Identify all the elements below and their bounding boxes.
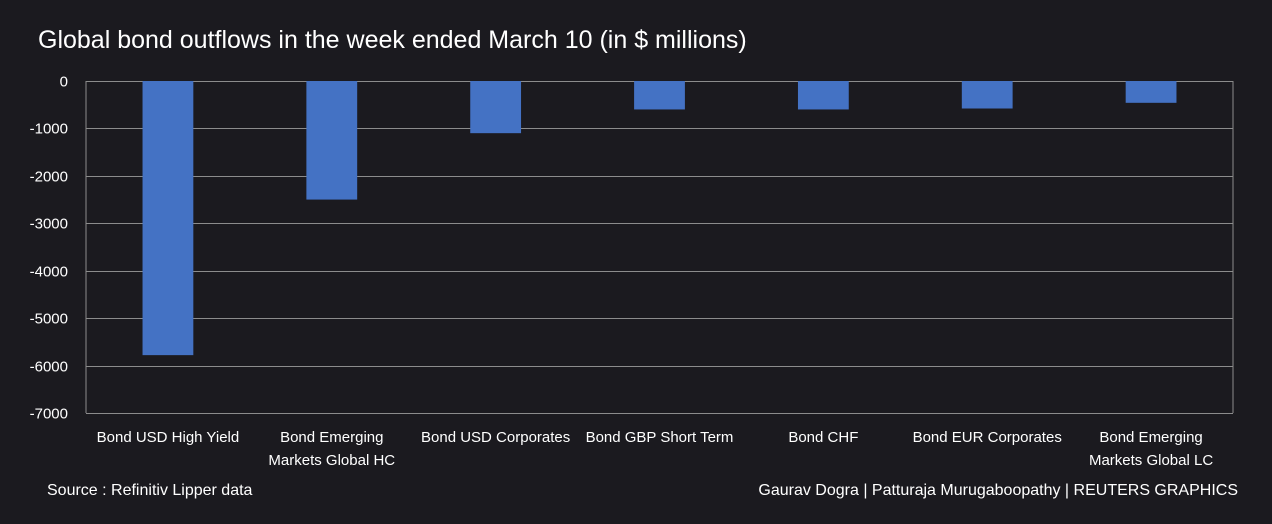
x-axis-categories: Bond USD High Yield Bond Emerging Markets …: [97, 429, 1214, 469]
bar: [634, 81, 685, 110]
x-category-label: Bond CHF: [788, 429, 858, 446]
y-tick-label: -1000: [30, 121, 68, 138]
bar: [797, 81, 849, 110]
bar: [142, 81, 194, 356]
y-tick-label: -3000: [30, 216, 68, 233]
bar: [470, 81, 522, 134]
bars: [142, 81, 1177, 356]
x-category-label: Bond GBP Short Term: [586, 429, 734, 446]
bar-chart: 0 -1000 -2000 -3000 -4000 -5000 -6000 -7000 Bon…: [30, 74, 1234, 469]
bar: [961, 81, 1013, 109]
gridlines: [85, 81, 1234, 414]
chart-title: Global bond outflows in the week ended M…: [38, 26, 747, 54]
y-axis-ticks: 0 -1000 -2000 -3000 -4000 -5000 -6000 -7000: [30, 74, 68, 423]
y-tick-label: -6000: [30, 359, 68, 376]
source-note: Source : Refinitiv Lipper data: [47, 482, 253, 499]
y-tick-label: -7000: [30, 406, 68, 423]
y-tick-label: -2000: [30, 169, 68, 186]
x-category-label: Bond Emerging Markets Global HC: [268, 429, 395, 469]
y-tick-label: 0: [60, 74, 68, 91]
bar: [306, 81, 358, 200]
y-tick-label: -4000: [30, 264, 68, 281]
credit-note: Gaurav Dogra | Patturaja Murugaboopathy …: [758, 482, 1238, 499]
bar: [1125, 81, 1177, 103]
x-category-label: Bond USD High Yield: [97, 429, 240, 446]
x-category-label: Bond Emerging Markets Global LC: [1089, 429, 1213, 469]
y-tick-label: -5000: [30, 311, 68, 328]
x-category-label: Bond USD Corporates: [421, 429, 570, 446]
x-category-label: Bond EUR Corporates: [913, 429, 1062, 446]
